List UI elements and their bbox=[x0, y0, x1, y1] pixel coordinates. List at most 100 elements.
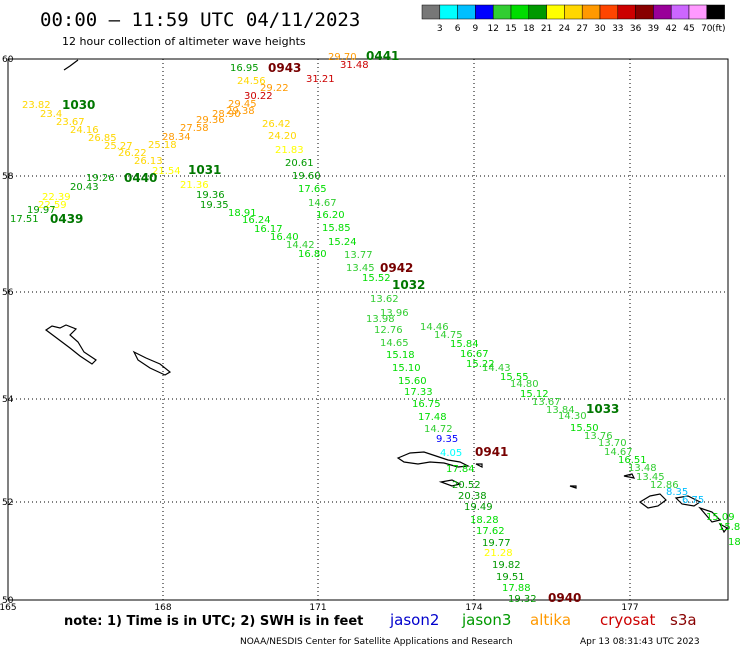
wave-height-label: 13.48 bbox=[628, 463, 657, 474]
wave-height-label: 24.20 bbox=[268, 131, 297, 142]
wave-height-label: 9.35 bbox=[436, 434, 458, 445]
island-3 bbox=[396, 451, 471, 468]
wave-height-label: 13.62 bbox=[370, 294, 399, 305]
pass-time-label: 1033 bbox=[586, 402, 619, 416]
wave-height-label: 29.45 bbox=[228, 99, 257, 110]
pass-time-labels: 0441 0943 1030 1031 0440 0439 0942 1032 1033 0941… bbox=[50, 49, 619, 605]
color-swatch bbox=[421, 4, 441, 20]
wave-height-label: 16.51 bbox=[618, 455, 647, 466]
color-scale-tick: 6 bbox=[455, 24, 461, 34]
wave-height-label: 29.38 bbox=[226, 106, 255, 117]
wave-height-label: 22.39 bbox=[42, 192, 71, 203]
wave-height-label: 19.60 bbox=[292, 171, 321, 182]
wave-height-label: 15.50 bbox=[570, 423, 599, 434]
wave-height-label: 14.80 bbox=[510, 379, 539, 390]
color-scale-tick: 18 bbox=[523, 24, 535, 34]
island-8 bbox=[638, 493, 667, 509]
longitude-labels: 165 168 171 174 177 bbox=[0, 603, 639, 613]
island-7 bbox=[623, 473, 636, 479]
pass-time-label: 0943 bbox=[268, 61, 301, 75]
color-swatch bbox=[653, 4, 672, 20]
wave-height-label: 15.85 bbox=[322, 223, 351, 234]
wave-height-label: 14.75 bbox=[434, 330, 463, 341]
wave-height-label: 19.35 bbox=[200, 200, 229, 211]
lon-label: 171 bbox=[309, 603, 326, 613]
wave-height-label: 19.82 bbox=[492, 560, 521, 571]
wave-height-label: 31.48 bbox=[340, 60, 369, 71]
wave-height-label: 21.83 bbox=[275, 145, 304, 156]
wave-height-label: 21.36 bbox=[180, 180, 209, 191]
footer-timestamp: Apr 13 08:31:43 UTC 2023 bbox=[580, 637, 700, 647]
wave-height-label: 15.52 bbox=[362, 273, 391, 284]
color-swatch bbox=[546, 4, 565, 20]
color-scale-tick: 70 bbox=[701, 24, 713, 34]
wave-height-label: 14.30 bbox=[558, 411, 587, 422]
island-10 bbox=[698, 506, 722, 523]
lon-label: 177 bbox=[621, 603, 638, 613]
pass-time-label: 0942 bbox=[380, 261, 413, 275]
lon-label: 168 bbox=[154, 603, 171, 613]
color-swatch bbox=[457, 4, 476, 20]
wave-height-label: 19.49 bbox=[464, 502, 493, 513]
wave-height-label: 17.88 bbox=[502, 583, 531, 594]
wave-height-label: 14.72 bbox=[424, 424, 453, 435]
wave-height-label: 20.43 bbox=[70, 182, 99, 193]
wave-height-label: 16.80 bbox=[298, 249, 327, 260]
wave-height-label: 31.21 bbox=[306, 74, 335, 85]
wave-height-label: 24.56 bbox=[237, 76, 266, 87]
color-swatch bbox=[510, 4, 530, 20]
wave-height-label: 21.54 bbox=[152, 166, 181, 177]
wave-height-label: 22.59 bbox=[38, 200, 67, 211]
wave-height-label: 18.91 bbox=[228, 208, 257, 219]
color-scale-tick: 3 bbox=[437, 24, 443, 34]
pass-time-label: 0439 bbox=[50, 212, 83, 226]
color-scale-legend: 3 6 9 12 15 18 21 24 27 30 33 36 39 42 45 70 bbox=[421, 4, 725, 34]
color-scale-tick: 33 bbox=[612, 24, 623, 34]
color-swatch bbox=[599, 4, 619, 20]
wave-height-label: 15.09 bbox=[706, 512, 735, 523]
color-swatch bbox=[635, 4, 654, 20]
wave-height-label: 17.51 bbox=[10, 214, 39, 225]
wave-height-label: 26.22 bbox=[118, 148, 147, 159]
coastlines bbox=[44, 59, 728, 534]
island-11 bbox=[718, 522, 728, 534]
legend-jason2: jason2 bbox=[389, 611, 439, 629]
footer-credit: NOAA/NESDIS Center for Satellite Applica… bbox=[240, 637, 513, 647]
color-scale-tick: 42 bbox=[665, 24, 676, 34]
wave-height-label: 15.18 bbox=[386, 350, 415, 361]
wave-height-label: 16.24 bbox=[242, 215, 271, 226]
color-scale-unit: (ft) bbox=[712, 24, 726, 34]
wave-height-label: 29.36 bbox=[196, 115, 225, 126]
map-frame bbox=[7, 58, 729, 601]
lon-label: 165 bbox=[0, 603, 17, 613]
legend-jason3: jason3 bbox=[461, 611, 511, 629]
pribilof-coast-2 bbox=[44, 324, 97, 365]
wave-height-label: 13.98 bbox=[366, 314, 395, 325]
wave-height-label: 23.67 bbox=[56, 117, 85, 128]
color-swatch bbox=[670, 4, 690, 20]
color-scale-tick: 27 bbox=[576, 24, 587, 34]
island-2 bbox=[132, 350, 172, 376]
pass-time-label: 1031 bbox=[188, 163, 221, 177]
color-swatch bbox=[564, 4, 583, 20]
wave-height-label: 15.10 bbox=[392, 363, 421, 374]
color-swatch bbox=[475, 4, 494, 20]
wave-height-label: 15.84 bbox=[450, 339, 479, 350]
legend-s3a: s3a bbox=[670, 611, 697, 629]
wave-height-label: 13.96 bbox=[380, 308, 409, 319]
wave-height-label: 12.76 bbox=[374, 325, 403, 336]
footer-note: note: 1) Time is in UTC; 2) SWH is in fe… bbox=[64, 614, 363, 629]
wave-height-label: 17.62 bbox=[476, 526, 505, 537]
wave-height-label: 14.67 bbox=[604, 447, 633, 458]
island-5 bbox=[475, 463, 483, 468]
color-scale-tick: 12 bbox=[487, 24, 498, 34]
wave-height-label: 16.20 bbox=[316, 210, 345, 221]
wave-height-label: 14.65 bbox=[380, 338, 409, 349]
lat-label: 50 bbox=[2, 596, 14, 606]
wave-height-label: 19.26 bbox=[86, 173, 115, 184]
island-9 bbox=[674, 495, 702, 507]
wave-height-label: 13.45 bbox=[346, 263, 375, 274]
wave-height-label: 23.4 bbox=[40, 109, 62, 120]
wave-height-label: 23.82 bbox=[22, 100, 51, 111]
